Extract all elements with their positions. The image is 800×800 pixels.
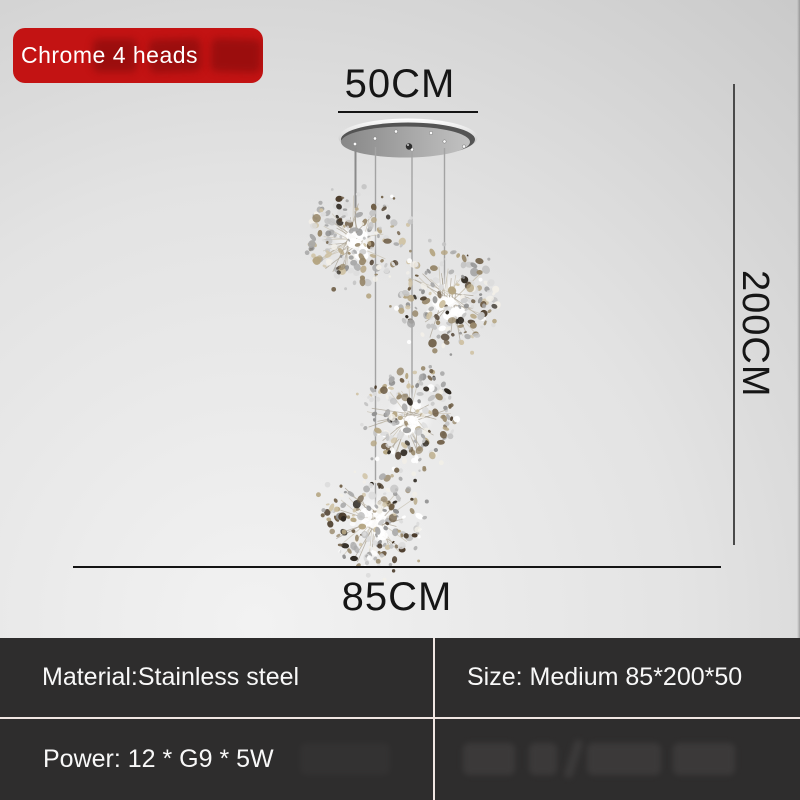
watermark-blur <box>673 743 735 775</box>
chandelier-head <box>355 365 461 474</box>
spec-size: Size: Medium 85*200*50 <box>467 663 743 691</box>
watermark-blur <box>93 39 137 72</box>
chandelier-head <box>388 238 501 356</box>
dimension-label-canopy-width: 50CM <box>344 62 456 106</box>
watermark-blur <box>463 743 515 775</box>
dimension-line-drop-height <box>733 84 735 545</box>
dimension-line-fixture-width <box>73 566 721 568</box>
chandelier-head <box>316 466 429 582</box>
spec-table: Material:Stainless steel Size: Medium 85… <box>0 638 800 800</box>
watermark-blur <box>300 743 390 775</box>
photo-edge-shadow <box>797 0 800 640</box>
variant-badge-label: Chrome 4 heads <box>21 42 199 68</box>
canopy <box>338 118 478 158</box>
dimension-label-drop-height: 200CM <box>734 270 776 398</box>
watermark-blur <box>529 743 557 775</box>
table-horizontal-divider <box>0 717 800 719</box>
spec-power-label: Power: 12 * G9 * 5W <box>43 745 274 773</box>
chandelier-head <box>304 184 414 299</box>
variant-badge: Chrome 4 heads <box>13 28 263 83</box>
spec-redacted-cell <box>435 719 800 800</box>
table-vertical-divider <box>433 638 435 800</box>
watermark-blur <box>587 743 661 775</box>
spec-material: Material:Stainless steel <box>42 663 300 691</box>
dimension-label-fixture-width: 85CM <box>341 575 453 619</box>
watermark-blur <box>563 738 584 780</box>
dimension-line-canopy-width <box>338 111 478 113</box>
spec-power: Power: 12 * G9 * 5W <box>0 719 433 800</box>
